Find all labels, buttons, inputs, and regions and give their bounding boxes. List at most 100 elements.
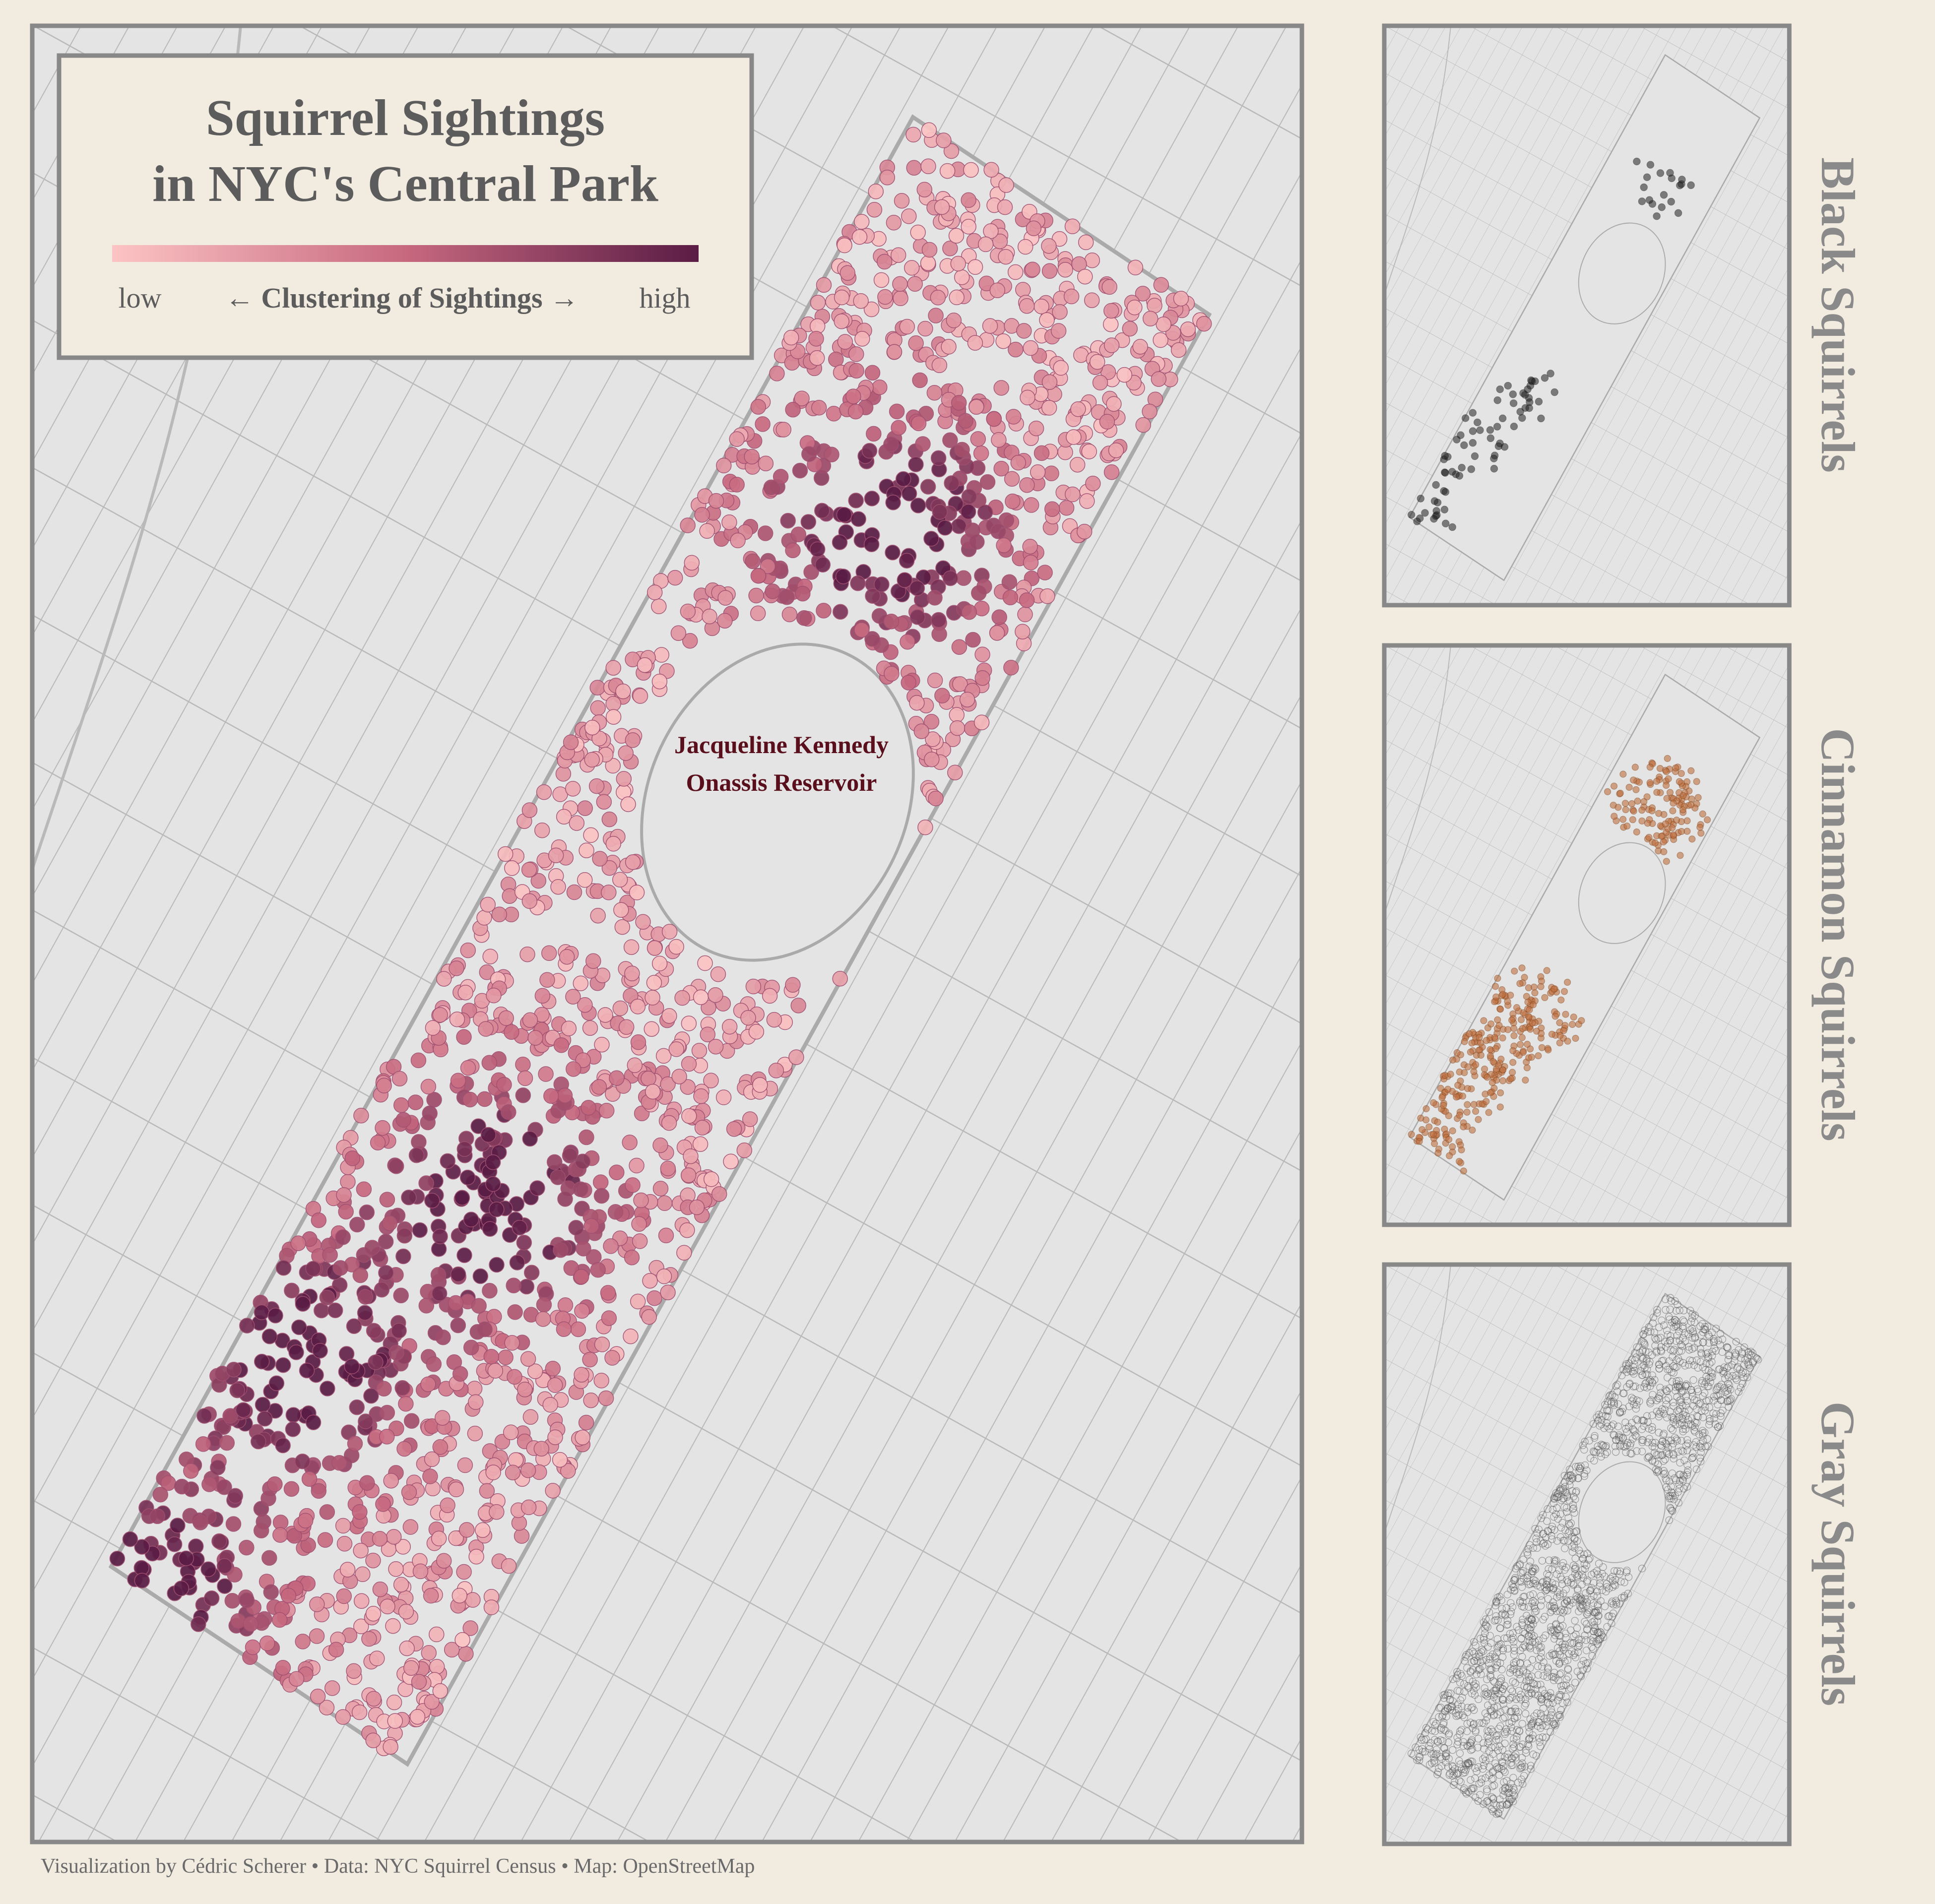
sighting-dot — [908, 456, 924, 472]
sighting-dot — [1467, 1048, 1474, 1056]
sighting-dot — [1450, 1781, 1458, 1789]
sighting-dot — [927, 672, 943, 689]
sighting-dot — [353, 1593, 370, 1609]
sighting-dot — [736, 1142, 753, 1158]
sighting-dot — [379, 1429, 395, 1445]
sighting-dot — [931, 612, 947, 628]
sighting-dot — [1461, 1038, 1468, 1045]
sighting-dot — [656, 1195, 673, 1211]
sighting-dot — [378, 1233, 394, 1250]
sighting-dot — [283, 1481, 300, 1497]
sighting-dot — [1132, 339, 1148, 355]
sighting-dot — [487, 1363, 504, 1379]
sighting-dot — [866, 426, 882, 442]
sighting-dot — [1454, 1081, 1462, 1089]
sighting-dot — [908, 335, 924, 351]
sighting-dot — [388, 1158, 404, 1174]
sighting-dot — [391, 1323, 407, 1339]
sighting-dot — [380, 1598, 395, 1615]
sighting-dot — [885, 495, 901, 510]
sighting-dot — [683, 1148, 699, 1164]
sighting-dot — [1440, 1102, 1447, 1109]
sighting-dot — [489, 1202, 505, 1217]
sighting-dot — [598, 1103, 615, 1119]
sighting-dot — [851, 229, 868, 245]
sighting-dot — [1550, 985, 1557, 993]
sighting-dot — [1485, 1109, 1492, 1116]
sighting-dot — [319, 1289, 335, 1306]
sighting-dot — [515, 1057, 531, 1073]
sighting-dot — [1660, 848, 1668, 855]
sighting-dot — [1619, 816, 1627, 823]
sighting-dot — [579, 1129, 594, 1145]
sighting-dot — [894, 193, 910, 209]
sighting-dot — [889, 403, 905, 420]
sighting-dot — [623, 1329, 639, 1344]
sighting-dot — [1619, 770, 1627, 778]
sighting-dot — [939, 163, 956, 179]
sighting-dot — [834, 313, 849, 329]
sighting-dot — [149, 1508, 165, 1524]
sighting-dot — [1092, 375, 1108, 391]
sighting-dot — [522, 1131, 538, 1147]
sighting-dot — [386, 1694, 402, 1711]
sighting-dot — [928, 790, 944, 807]
sighting-dot — [947, 764, 963, 780]
sighting-dot — [1522, 1749, 1530, 1757]
sighting-dot — [195, 1436, 211, 1452]
sighting-dot — [1077, 268, 1093, 285]
sighting-dot — [780, 512, 796, 529]
sighting-dot — [1482, 1774, 1489, 1782]
sighting-dot — [409, 1709, 426, 1725]
sighting-dot — [1475, 1719, 1483, 1727]
sighting-dot — [519, 946, 535, 962]
sighting-dot — [801, 446, 817, 462]
sighting-dot — [1687, 801, 1695, 809]
sighting-dot — [721, 514, 737, 530]
sighting-dot — [1445, 1112, 1452, 1120]
sighting-dot — [1565, 1527, 1573, 1535]
sighting-dot — [1663, 795, 1671, 802]
sighting-dot — [1653, 777, 1661, 785]
sighting-dot — [609, 1164, 625, 1181]
sighting-dot — [1571, 1679, 1579, 1687]
sighting-dot — [1676, 778, 1683, 785]
sighting-dot — [527, 1030, 543, 1046]
sighting-dot — [958, 413, 973, 429]
sighting-dot — [624, 1250, 640, 1266]
sighting-dot — [1076, 523, 1093, 540]
sighting-dot — [635, 914, 651, 930]
sighting-dot — [1487, 1089, 1494, 1096]
sighting-dot — [183, 1463, 199, 1479]
sighting-dot — [436, 971, 452, 987]
sighting-dot — [1449, 1143, 1456, 1150]
sighting-dot — [1531, 989, 1539, 997]
sighting-dot — [956, 570, 971, 586]
sighting-dot — [420, 1376, 436, 1393]
sighting-dot — [344, 1150, 361, 1166]
sighting-dot — [480, 1127, 497, 1143]
sighting-dot — [1687, 767, 1695, 774]
sighting-dot — [364, 1240, 381, 1256]
sighting-dot — [548, 847, 564, 863]
sighting-dot — [1669, 807, 1677, 815]
sighting-dot — [699, 523, 715, 539]
sighting-dot — [372, 1581, 388, 1597]
sighting-dot — [661, 1115, 677, 1131]
sighting-dot — [1486, 426, 1494, 434]
sighting-dot — [1470, 1638, 1478, 1646]
sighting-dot — [462, 1620, 478, 1636]
sighting-dot — [517, 1382, 533, 1397]
sighting-dot — [917, 320, 933, 337]
sighting-dot — [432, 1683, 449, 1699]
sighting-dot — [1556, 1019, 1563, 1026]
sighting-dot — [546, 1154, 563, 1170]
sighting-dot — [963, 162, 979, 178]
sighting-dot — [1448, 468, 1456, 476]
sighting-dot — [790, 998, 806, 1014]
sighting-dot — [645, 990, 660, 1006]
sighting-dot — [393, 1577, 409, 1593]
sighting-dot — [1519, 389, 1527, 397]
sighting-dot — [224, 1592, 241, 1609]
sighting-dot — [573, 975, 589, 992]
